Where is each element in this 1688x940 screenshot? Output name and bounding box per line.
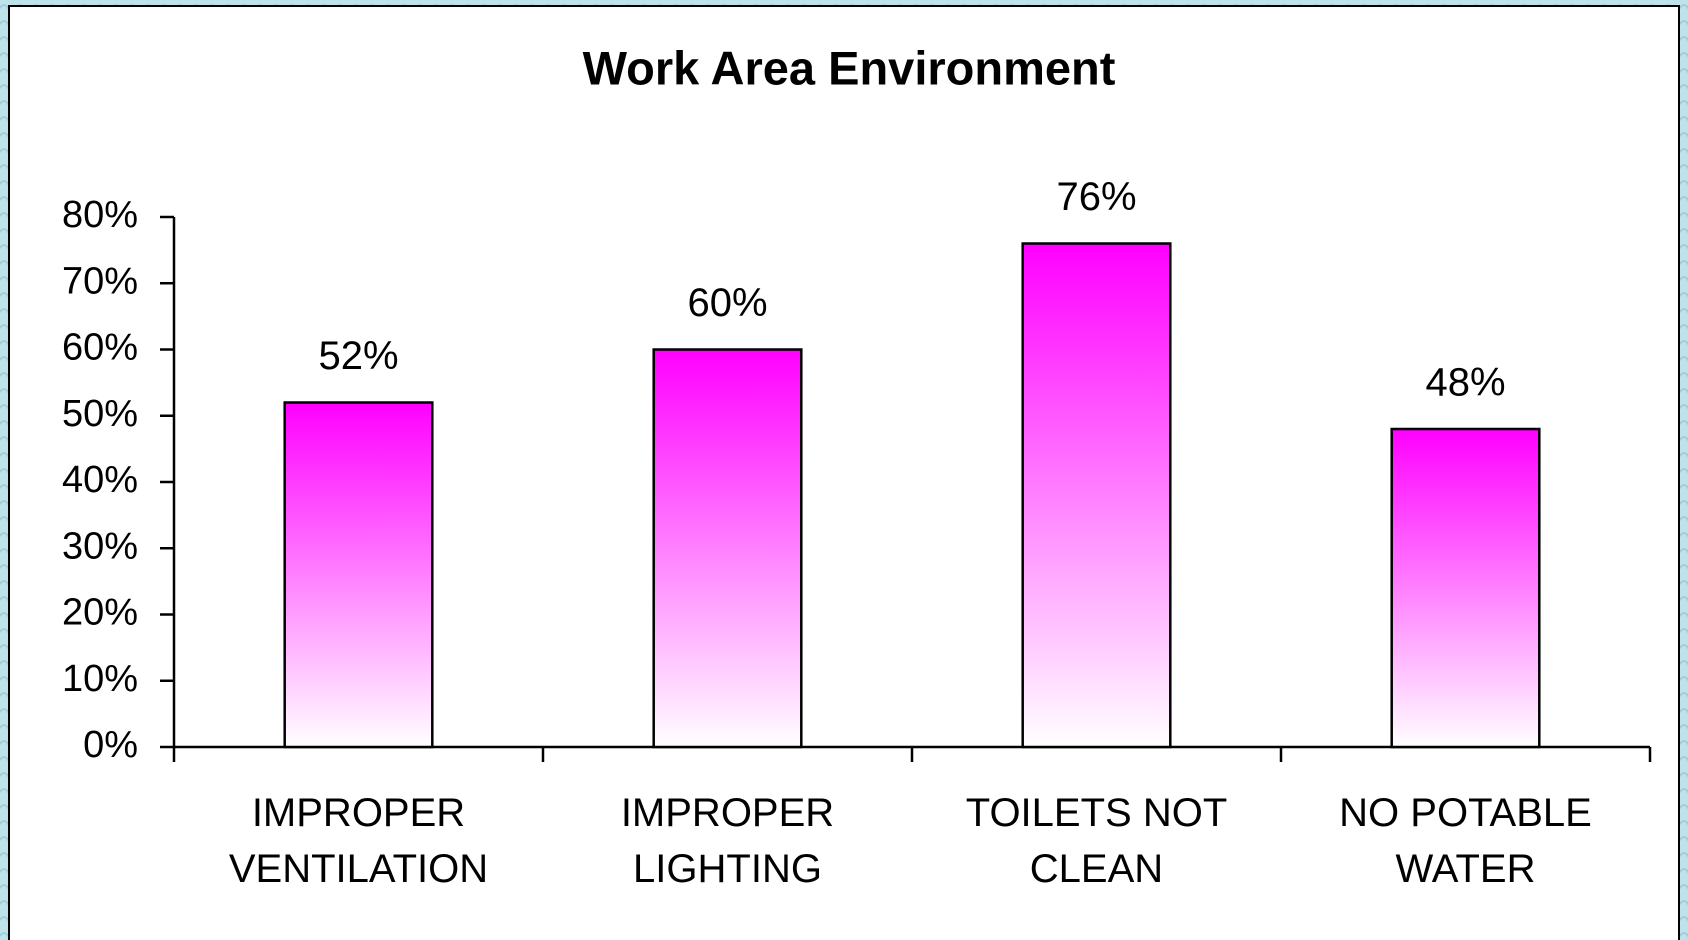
chart-title: Work Area Environment [583, 41, 1116, 94]
bar [283, 401, 434, 749]
y-tick-label: 30% [62, 525, 138, 567]
data-label: 52% [318, 334, 398, 378]
data-label: 76% [1056, 175, 1136, 219]
bar [1021, 242, 1172, 749]
x-tick-label: IMPROPER VENTILATION [228, 791, 489, 891]
x-tick-label: NO POTABLE WATER [1339, 791, 1592, 891]
data-label: 48% [1425, 361, 1505, 405]
y-tick-label: 70% [62, 260, 138, 302]
y-tick-label: 10% [62, 658, 138, 700]
bar [1390, 427, 1541, 749]
y-tick-label: 40% [62, 459, 138, 501]
data-label: 60% [687, 281, 767, 325]
x-tick-label: IMPROPER LIGHTING [620, 791, 835, 891]
x-tick-label: TOILETS NOT CLEAN [965, 791, 1228, 891]
y-tick-label: 20% [62, 592, 138, 634]
y-tick-label: 50% [62, 393, 138, 435]
y-tick-label: 80% [62, 194, 138, 236]
y-tick-label: 0% [83, 724, 138, 766]
y-tick-label: 60% [62, 327, 138, 369]
bar [652, 348, 803, 749]
